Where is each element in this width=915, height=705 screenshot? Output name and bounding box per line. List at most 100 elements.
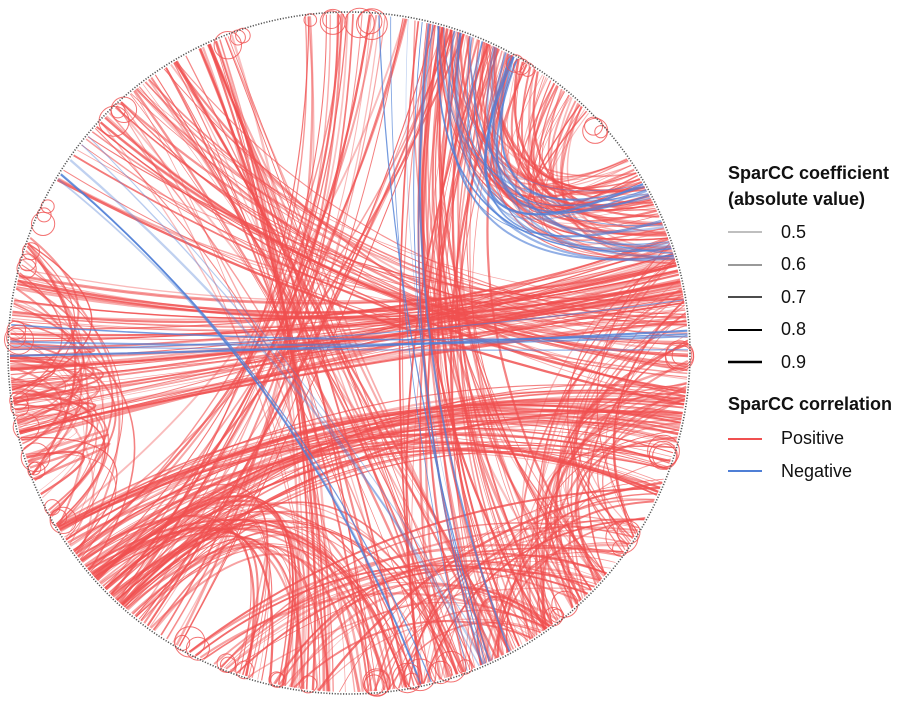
edge <box>10 270 679 336</box>
edge <box>575 324 687 542</box>
coefficient-item-0-5: 0.5 <box>728 216 913 249</box>
self-loop <box>30 211 56 236</box>
correlation-item-positive: Positive <box>728 423 913 456</box>
self-loop <box>270 672 286 688</box>
edge <box>135 88 687 327</box>
self-loop <box>40 199 55 214</box>
self-loop <box>551 590 579 618</box>
edge <box>219 39 324 692</box>
edge <box>485 42 667 235</box>
edge <box>534 259 676 631</box>
edge <box>540 106 673 257</box>
edge <box>69 390 686 547</box>
self-loop <box>27 461 46 480</box>
self-loop <box>403 672 421 690</box>
edge <box>69 159 486 665</box>
edge <box>120 101 688 372</box>
edge <box>27 242 89 528</box>
edge <box>229 551 624 671</box>
self-loop <box>6 328 26 348</box>
coefficient-title-line-2: (absolute value) <box>728 189 866 209</box>
edge <box>540 360 689 630</box>
edge <box>60 174 432 683</box>
edge <box>9 282 681 351</box>
edge <box>422 520 640 684</box>
self-loop <box>213 31 243 60</box>
edge <box>88 135 492 661</box>
edge <box>397 518 645 689</box>
edge <box>560 253 674 609</box>
edge <box>81 514 252 675</box>
edge <box>476 595 551 666</box>
edge <box>174 61 511 653</box>
edge <box>89 14 327 573</box>
edge <box>227 36 471 670</box>
edge <box>10 345 689 351</box>
edge <box>574 436 678 582</box>
edge <box>19 252 674 435</box>
coefficient-label-0-5: 0.5 <box>781 221 807 242</box>
edge <box>456 32 672 251</box>
edge <box>388 621 542 691</box>
self-loop <box>185 636 210 661</box>
self-loop <box>20 442 51 473</box>
self-loop <box>434 650 467 683</box>
edge <box>390 16 468 671</box>
edge <box>10 335 688 346</box>
edge <box>81 144 687 326</box>
edge <box>140 545 294 688</box>
coefficient-swatch-0-8 <box>728 328 762 331</box>
edge <box>63 169 688 378</box>
edge <box>72 497 270 680</box>
edge <box>11 385 68 462</box>
edge <box>10 362 101 432</box>
edge <box>536 458 672 636</box>
edge <box>11 324 688 341</box>
self-loop <box>4 324 34 355</box>
edge <box>499 54 651 207</box>
self-loop <box>616 520 641 545</box>
edge <box>27 433 109 464</box>
edge <box>133 90 318 691</box>
edge <box>26 245 77 476</box>
edge <box>11 383 83 445</box>
edge <box>288 584 559 688</box>
edge <box>576 312 687 586</box>
edge <box>213 526 639 665</box>
edge <box>483 56 644 216</box>
edge <box>136 88 684 301</box>
edge <box>413 21 487 664</box>
self-loop <box>392 662 423 694</box>
self-loop <box>664 342 695 372</box>
edge <box>455 32 675 262</box>
self-loop <box>652 443 677 469</box>
edge <box>538 85 659 219</box>
coefficient-label-0-9: 0.9 <box>781 351 807 372</box>
edge <box>146 29 453 627</box>
edge <box>121 14 363 606</box>
coefficient-legend-title: SparCC coefficient (absolute value) <box>728 160 913 212</box>
edge <box>529 278 681 638</box>
edge <box>11 252 674 384</box>
edge <box>154 74 475 669</box>
edge <box>110 14 372 596</box>
edge <box>175 61 687 326</box>
edge <box>26 450 86 496</box>
edge <box>73 154 686 394</box>
edge <box>14 297 104 499</box>
self-loop <box>647 434 680 468</box>
self-loop <box>344 7 375 39</box>
edge <box>96 33 465 582</box>
edge <box>77 149 684 301</box>
edge <box>14 402 97 435</box>
negative-swatch <box>728 470 762 473</box>
self-loop <box>403 658 437 692</box>
self-loop <box>9 390 29 411</box>
edge <box>506 59 674 257</box>
edge <box>220 568 581 668</box>
edge <box>145 81 688 334</box>
edge <box>13 302 136 572</box>
self-loop <box>235 660 255 680</box>
edge <box>114 13 349 599</box>
edge <box>436 26 672 253</box>
